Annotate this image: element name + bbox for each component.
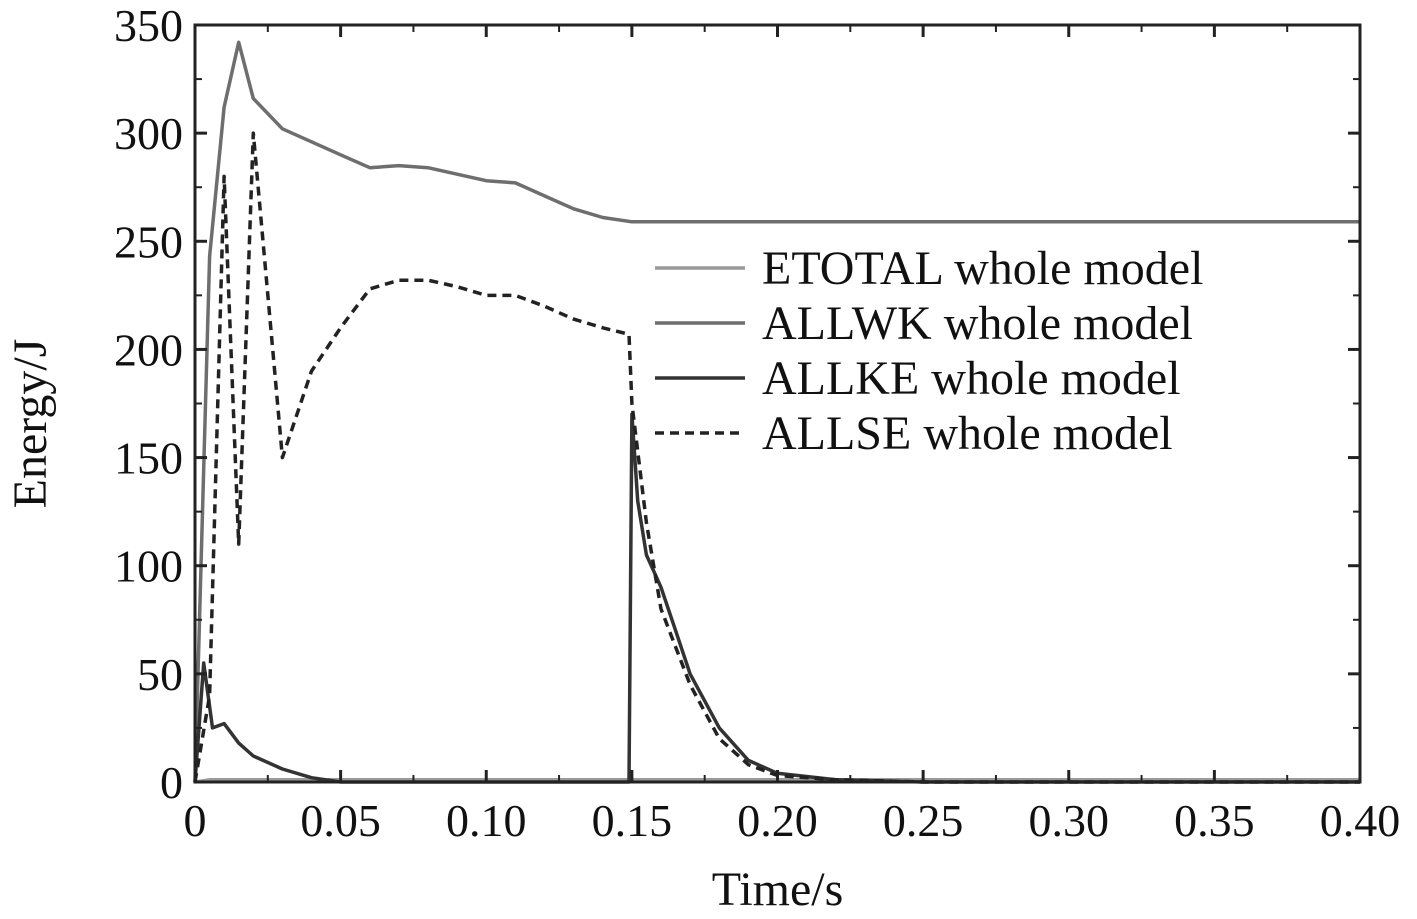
- y-tick-label: 50: [137, 649, 183, 700]
- series-line-1: [193, 40, 1360, 783]
- y-tick-label: 100: [114, 541, 183, 592]
- legend-label: ALLKE whole model: [762, 352, 1181, 405]
- y-tick-label: 350: [114, 0, 183, 51]
- x-tick-label: 0.10: [446, 795, 527, 846]
- y-tick-label: 250: [114, 216, 183, 267]
- x-tick-label: 0.35: [1174, 795, 1255, 846]
- x-tick-label: 0.05: [300, 795, 381, 846]
- y-tick-label: 200: [114, 324, 183, 375]
- legend-label: ALLSE whole model: [762, 407, 1173, 460]
- x-tick-label: 0.20: [737, 795, 818, 846]
- x-tick-label: 0.30: [1029, 795, 1110, 846]
- y-axis-title: Energy/J: [4, 339, 57, 509]
- series-line-3: [193, 131, 1360, 784]
- axes-layer: 0 0.05 0.10 0.15 0.20 0.25 0.30 0.35 0.40 0 50 100 1…: [114, 0, 1400, 846]
- legend-label: ALLWK whole model: [762, 297, 1193, 350]
- x-tick-label: 0.15: [592, 795, 673, 846]
- x-tick-label: 0: [184, 795, 207, 846]
- y-tick-label: 0: [160, 757, 183, 808]
- x-tick-label: 0.40: [1320, 795, 1401, 846]
- y-tick-label: 150: [114, 433, 183, 484]
- legend-label: ETOTAL whole model: [762, 242, 1203, 295]
- series-line-2: [193, 412, 1360, 784]
- y-tick-label: 300: [114, 108, 183, 159]
- x-axis-title: Time/s: [712, 863, 844, 914]
- x-tick-label: 0.25: [883, 795, 964, 846]
